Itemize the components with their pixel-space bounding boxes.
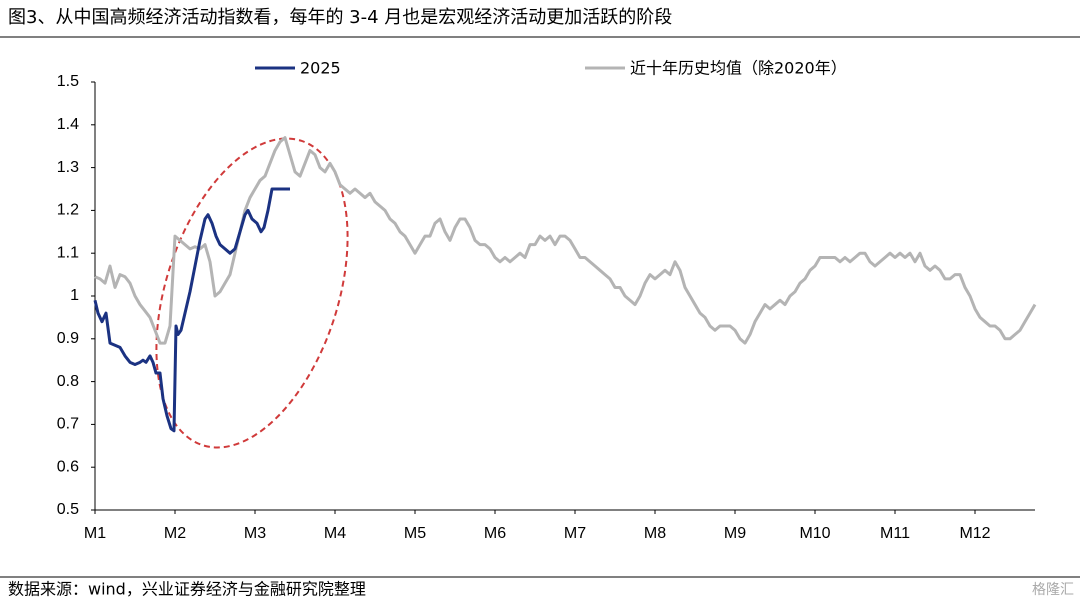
highlight-ellipse [155,137,349,449]
x-tick-label: M1 [84,525,106,542]
x-tick-label: M4 [324,525,346,542]
y-tick-label: 0.6 [57,458,79,475]
x-tick-label: M9 [724,525,746,542]
x-tick-label: M8 [644,525,666,542]
x-tick-label: M6 [484,525,506,542]
x-tick-label: M2 [164,525,186,542]
y-tick-label: 0.7 [57,416,79,433]
y-tick-label: 0.5 [57,501,79,518]
x-tick-label: M11 [880,525,910,542]
series-line [94,136,1037,345]
y-tick-label: 0.8 [57,373,79,390]
x-tick-label: M7 [564,525,586,542]
y-tick-label: 1.1 [57,244,79,261]
x-tick-label: M12 [959,525,990,542]
chart-title: 图3、从中国高频经济活动指数看，每年的 3-4 月也是宏观经济活动更加活跃的阶段 [8,7,672,28]
y-tick-label: 0.9 [57,330,79,347]
y-tick-label: 1.2 [57,202,79,219]
y-tick-label: 1 [70,287,79,304]
y-tick-label: 1.4 [57,116,79,133]
x-tick-label: M3 [244,525,266,542]
y-tick-label: 1.5 [57,73,79,90]
y-tick-label: 1.3 [57,159,79,176]
x-tick-label: M10 [799,525,830,542]
watermark: 格隆汇 [1032,582,1074,598]
x-tick-label: M5 [404,525,426,542]
legend-label: 近十年历史均值（除2020年） [630,59,847,78]
series-line [93,187,290,433]
source-note: 数据来源：wind，兴业证券经济与金融研究院整理 [8,580,366,599]
legend-label: 2025 [300,59,341,78]
